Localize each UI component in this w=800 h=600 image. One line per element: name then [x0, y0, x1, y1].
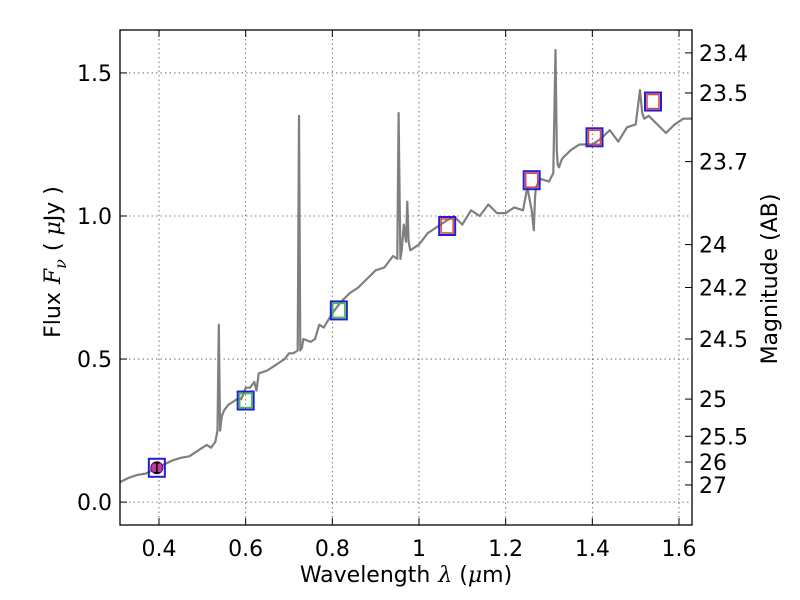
y-tick-label: 1.0 [77, 205, 112, 230]
point-marker-outer [438, 215, 457, 236]
x-tick-label: 1.6 [662, 537, 697, 562]
magnitude-tick-label: 23.4 [699, 42, 748, 67]
x-tick-label: 0.8 [315, 537, 350, 562]
point-marker-outer [644, 91, 662, 112]
spectrum-series [119, 48, 692, 484]
photometry-point [438, 215, 457, 236]
point-marker-inner [440, 218, 454, 234]
x-axis-title: Wavelength λ (μm) [300, 563, 512, 588]
point-marker-inner [587, 129, 602, 146]
x-tick-label: 1.4 [575, 537, 610, 562]
point-marker-outer [522, 170, 541, 191]
photometry-point [644, 91, 662, 112]
axes: 0.4 0.6 0.8 1 1.2 1.4 1.6 0.0 0.5 1.0 1.5 23.4 23.5 2… [77, 29, 748, 562]
point-marker-inner [332, 302, 346, 319]
point-marker-inner [238, 392, 253, 409]
photometry-point [585, 127, 604, 148]
point-marker-outer [585, 127, 604, 148]
magnitude-tick-label: 23.7 [699, 151, 748, 176]
y-axis-title: FluxFν( μJy ) [41, 186, 70, 338]
x-tick-label: 0.6 [228, 537, 263, 562]
grid [120, 30, 692, 525]
point-marker-outer [329, 300, 348, 321]
point-marker-inner [524, 172, 539, 188]
magnitude-tick-label: 25 [699, 388, 727, 413]
spectrum-line [119, 48, 692, 484]
x-tick-label: 1.2 [488, 537, 523, 562]
magnitude-tick-label: 23.5 [699, 82, 748, 107]
plot-frame [119, 29, 693, 526]
x-tick-label: 0.4 [142, 537, 177, 562]
photometry-point [522, 170, 541, 191]
y-tick-label: 0.0 [77, 491, 112, 516]
point-marker-inner [646, 93, 660, 110]
magnitude-tick-label: 24.2 [699, 277, 748, 302]
photometry-point [329, 300, 348, 321]
x-tick-label: 1 [412, 537, 426, 562]
magnitude-tick-label: 26 [699, 451, 727, 476]
photometry-point [236, 390, 255, 411]
magnitude-tick-label: 25.5 [699, 425, 748, 450]
photometry-points [147, 91, 662, 478]
y-tick-label: 1.5 [77, 62, 112, 87]
magnitude-tick-label: 24 [699, 234, 727, 259]
photometry-point [147, 457, 166, 478]
point-marker-outer [147, 457, 166, 478]
point-marker-outer [236, 390, 255, 411]
magnitude-tick-label: 24.5 [699, 328, 748, 353]
magnitude-axis-title: Magnitude (AB) [758, 194, 783, 365]
magnitude-tick-label: 27 [699, 474, 727, 499]
y-tick-label: 0.5 [77, 348, 112, 373]
